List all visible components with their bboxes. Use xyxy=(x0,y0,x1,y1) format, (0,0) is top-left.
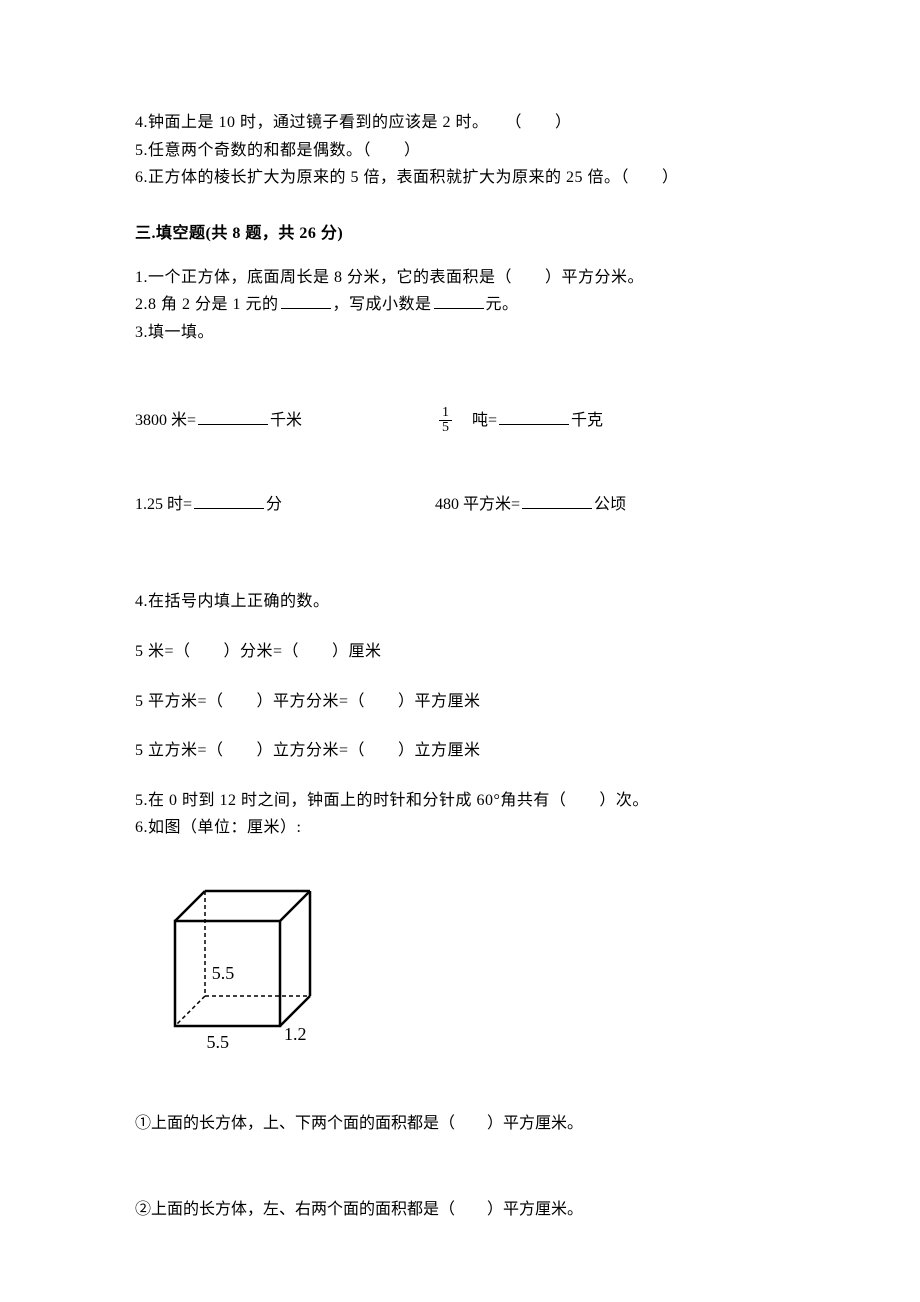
q2-blank1[interactable] xyxy=(281,293,331,309)
q3b-left-suf: 分 xyxy=(266,496,282,513)
q3a-left-suf: 千米 xyxy=(270,412,302,429)
q3-row2: 1.25 时= 分 480 平方米= 公顷 xyxy=(135,490,785,514)
cuboid-diagram: 5.5 5.5 1.2 xyxy=(155,881,785,1061)
q2-suf: 元。 xyxy=(486,296,519,313)
fill-q6-title: 6.如图（单位：厘米）: xyxy=(135,815,785,841)
q3b-left-blank[interactable] xyxy=(194,493,264,509)
q3b-right-pre: 480 平方米= xyxy=(435,496,520,513)
svg-text:5.5: 5.5 xyxy=(207,1032,230,1052)
q3a-left-pre: 3800 米= xyxy=(135,412,196,429)
fill-q3: 3.填一填。 xyxy=(135,320,785,346)
fill-q5: 5.在 0 时到 12 时之间，钟面上的时针和分针成 60°角共有（ ）次。 xyxy=(135,788,785,814)
section3-title: 三.填空题(共 8 题，共 26 分) xyxy=(135,219,785,243)
fill-q1: 1.一个正方体，底面周长是 8 分米，它的表面积是（ ）平方分米。 xyxy=(135,265,785,291)
q2-pre: 2.8 角 2 分是 1 元的 xyxy=(135,296,279,313)
fill-q4b: 5 平方米=（ ）平方分米=（ ）平方厘米 xyxy=(135,689,785,715)
q2-mid: ，写成小数是 xyxy=(333,296,432,313)
fill-q4-title: 4.在括号内填上正确的数。 xyxy=(135,589,785,615)
q3a-right-suf: 千克 xyxy=(571,412,603,429)
fraction-numerator: 1 xyxy=(439,406,452,421)
fill-q4a: 5 米=（ ）分米=（ ）厘米 xyxy=(135,639,785,665)
fill-q2: 2.8 角 2 分是 1 元的 ，写成小数是 元。 xyxy=(135,292,785,318)
q3a-left-blank[interactable] xyxy=(198,409,268,425)
tf-q4: 4.钟面上是 10 时，通过镜子看到的应该是 2 时。 （ ） xyxy=(135,110,785,136)
q2-blank2[interactable] xyxy=(434,293,484,309)
q3b-right-suf: 公顷 xyxy=(594,496,626,513)
fill-q4c: 5 立方米=（ ）立方分米=（ ）立方厘米 xyxy=(135,738,785,764)
svg-text:1.2: 1.2 xyxy=(284,1024,307,1044)
tf-q5: 5.任意两个奇数的和都是偶数。（ ） xyxy=(135,138,785,164)
fraction-denominator: 5 xyxy=(439,421,452,435)
cuboid-svg: 5.5 5.5 1.2 xyxy=(155,881,330,1056)
svg-text:5.5: 5.5 xyxy=(212,963,235,983)
q6-sub1: ①上面的长方体，上、下两个面的面积都是（ ）平方厘米。 xyxy=(135,1111,785,1137)
q3a-right-blank[interactable] xyxy=(499,409,569,425)
q3b-left-pre: 1.25 时= xyxy=(135,496,192,513)
q6-sub2: ②上面的长方体，左、右两个面的面积都是（ ）平方厘米。 xyxy=(135,1197,785,1223)
q3-row1: 3800 米= 千米 1 5 吨= 千克 xyxy=(135,406,785,436)
tf-q6: 6.正方体的棱长扩大为原来的 5 倍，表面积就扩大为原来的 25 倍。（ ） xyxy=(135,165,785,191)
fraction-one-fifth: 1 5 xyxy=(439,406,452,435)
q3b-right-blank[interactable] xyxy=(522,493,592,509)
q3a-right-pre: 吨= xyxy=(472,412,497,429)
